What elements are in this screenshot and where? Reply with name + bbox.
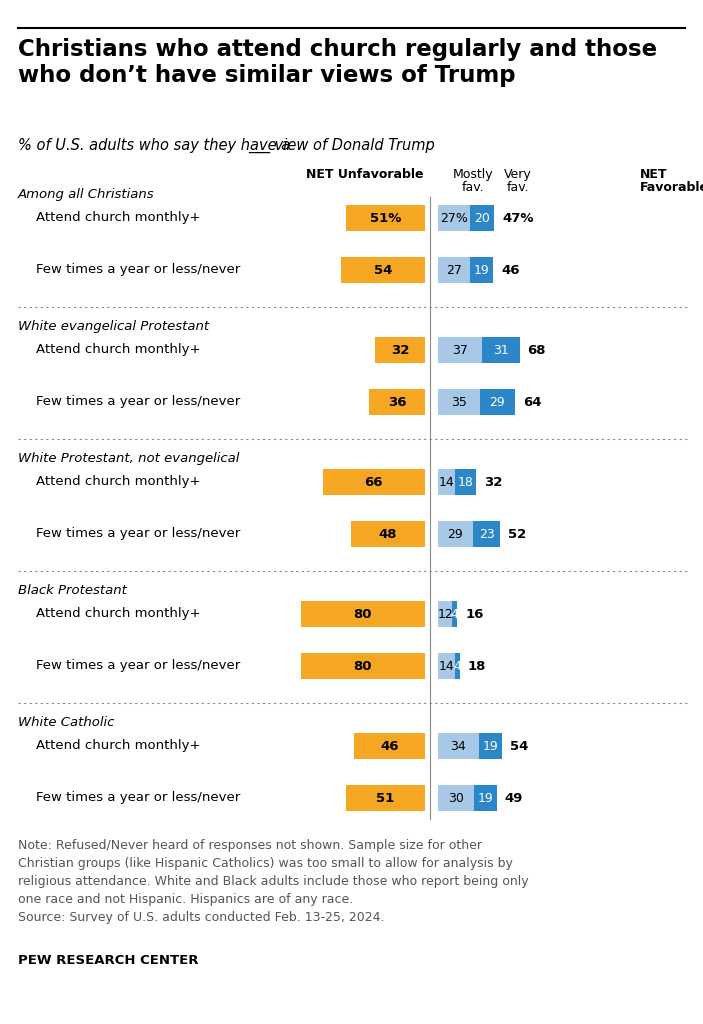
Text: 36: 36: [388, 395, 406, 409]
Text: ___: ___: [248, 138, 270, 153]
Text: 23: 23: [479, 527, 494, 541]
Bar: [369, 389, 425, 415]
Text: Note: Refused/Never heard of responses not shown. Sample size for other
Christia: Note: Refused/Never heard of responses n…: [18, 839, 529, 924]
Bar: [470, 257, 494, 283]
Bar: [473, 521, 501, 547]
Text: 29: 29: [448, 527, 463, 541]
Text: 14: 14: [439, 659, 454, 673]
Text: 30: 30: [448, 792, 464, 805]
Text: 32: 32: [484, 475, 503, 488]
Text: 49: 49: [505, 792, 523, 805]
Text: 80: 80: [354, 659, 373, 673]
Text: Very: Very: [504, 168, 532, 181]
Text: 48: 48: [378, 527, 397, 541]
Text: Attend church monthly+: Attend church monthly+: [36, 343, 200, 356]
Text: 19: 19: [482, 739, 498, 753]
Text: White Catholic: White Catholic: [18, 716, 115, 729]
Text: Few times a year or less/never: Few times a year or less/never: [36, 659, 240, 673]
Text: 4: 4: [453, 659, 461, 673]
Bar: [301, 601, 425, 627]
Bar: [438, 337, 482, 362]
Text: 51%: 51%: [370, 212, 401, 224]
Bar: [438, 389, 480, 415]
Bar: [323, 469, 425, 495]
Bar: [375, 337, 425, 362]
Text: Black Protestant: Black Protestant: [18, 584, 127, 597]
Text: White Protestant, not evangelical: White Protestant, not evangelical: [18, 452, 240, 465]
Bar: [438, 653, 455, 679]
Text: 52: 52: [508, 527, 527, 541]
Text: 19: 19: [477, 792, 494, 805]
Bar: [455, 469, 477, 495]
Text: White evangelical Protestant: White evangelical Protestant: [18, 319, 209, 333]
Text: Few times a year or less/never: Few times a year or less/never: [36, 792, 240, 805]
Text: Christians who attend church regularly and those
who don’t have similar views of: Christians who attend church regularly a…: [18, 38, 657, 87]
Text: 80: 80: [354, 607, 373, 621]
Bar: [438, 601, 453, 627]
Text: 19: 19: [474, 263, 490, 276]
Bar: [482, 337, 520, 362]
Text: Attend church monthly+: Attend church monthly+: [36, 739, 200, 753]
Text: 35: 35: [451, 395, 467, 409]
Bar: [480, 389, 515, 415]
Text: 32: 32: [391, 343, 409, 356]
Text: 46: 46: [501, 263, 520, 276]
Bar: [438, 257, 470, 283]
Bar: [438, 733, 479, 759]
Text: Attend church monthly+: Attend church monthly+: [36, 475, 200, 488]
Text: 14: 14: [439, 475, 454, 488]
Text: 51: 51: [376, 792, 394, 805]
Text: 31: 31: [493, 343, 509, 356]
Text: % of U.S. adults who say they have a: % of U.S. adults who say they have a: [18, 138, 295, 153]
Text: fav.: fav.: [462, 181, 484, 194]
Text: NET Unfavorable: NET Unfavorable: [307, 168, 424, 181]
Text: Few times a year or less/never: Few times a year or less/never: [36, 527, 240, 541]
Text: 34: 34: [451, 739, 466, 753]
Text: NET: NET: [640, 168, 668, 181]
Bar: [479, 733, 502, 759]
Text: 54: 54: [510, 739, 528, 753]
Bar: [453, 601, 457, 627]
Text: 64: 64: [523, 395, 541, 409]
Text: 54: 54: [374, 263, 392, 276]
Text: 66: 66: [365, 475, 383, 488]
Text: 4: 4: [451, 607, 459, 621]
Text: Attend church monthly+: Attend church monthly+: [36, 607, 200, 621]
Text: Mostly: Mostly: [453, 168, 494, 181]
Text: 27: 27: [446, 263, 462, 276]
Text: Favorable: Favorable: [640, 181, 703, 194]
Bar: [438, 469, 455, 495]
Text: 37: 37: [452, 343, 468, 356]
Text: 18: 18: [458, 475, 474, 488]
Bar: [438, 521, 473, 547]
Bar: [474, 785, 497, 811]
Text: Few times a year or less/never: Few times a year or less/never: [36, 395, 240, 409]
Text: 68: 68: [527, 343, 546, 356]
Bar: [455, 653, 460, 679]
Text: 29: 29: [489, 395, 505, 409]
Bar: [341, 257, 425, 283]
Bar: [470, 205, 494, 231]
Bar: [346, 785, 425, 811]
Text: 16: 16: [465, 607, 484, 621]
Text: Attend church monthly+: Attend church monthly+: [36, 212, 200, 224]
Text: PEW RESEARCH CENTER: PEW RESEARCH CENTER: [18, 954, 198, 967]
Text: 27%: 27%: [440, 212, 468, 224]
Text: 46: 46: [380, 739, 399, 753]
Text: Among all Christians: Among all Christians: [18, 188, 155, 201]
Bar: [354, 733, 425, 759]
Text: view of Donald Trump: view of Donald Trump: [270, 138, 434, 153]
Text: 18: 18: [467, 659, 486, 673]
Text: 47%: 47%: [503, 212, 534, 224]
Bar: [351, 521, 425, 547]
Bar: [438, 785, 474, 811]
Bar: [438, 205, 470, 231]
Text: Few times a year or less/never: Few times a year or less/never: [36, 263, 240, 276]
Text: 20: 20: [475, 212, 490, 224]
Text: 12: 12: [437, 607, 453, 621]
Bar: [301, 653, 425, 679]
Bar: [346, 205, 425, 231]
Text: fav.: fav.: [507, 181, 529, 194]
